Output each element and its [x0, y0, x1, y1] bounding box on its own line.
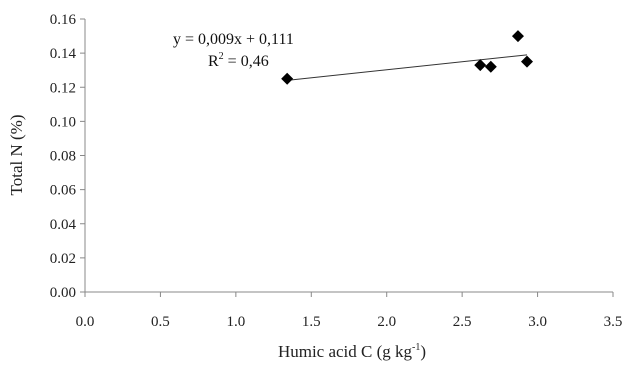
y-tick-label: 0.10 [50, 114, 76, 130]
x-tick-label: 1.5 [302, 314, 321, 330]
r2-superscript: 2 [219, 51, 224, 62]
data-point-diamond [511, 30, 524, 43]
x-tick-label: 3.0 [528, 314, 547, 330]
x-tick-label: 0.5 [151, 314, 170, 330]
y-tick-label: 0.12 [50, 80, 76, 96]
trendline [287, 54, 528, 81]
data-point-diamond [521, 55, 534, 68]
x-axis-title-sup: -1 [412, 342, 420, 353]
x-tick-label: 3.5 [604, 314, 623, 330]
x-tick-label: 2.0 [377, 314, 396, 330]
data-points [281, 30, 534, 85]
y-tick-label: 0.14 [50, 46, 77, 62]
data-point-diamond [484, 60, 497, 73]
x-tick-label: 1.0 [226, 314, 245, 330]
y-tick-label: 0.00 [50, 285, 76, 301]
y-ticks: 0.00 0.02 0.04 0.06 0.08 0.10 0.12 0.14 0.16 [50, 12, 85, 301]
y-tick-label: 0.06 [50, 183, 77, 199]
r2-value: = 0,46 [224, 53, 269, 70]
y-tick-label: 0.08 [50, 149, 76, 165]
r-squared-label: R2 = 0,46 [208, 51, 269, 70]
y-tick-label: 0.02 [50, 251, 76, 267]
x-axis-title: Humic acid C (g kg-1) [278, 342, 426, 361]
axes [84, 19, 613, 293]
x-tick-label: 0.0 [76, 314, 95, 330]
y-tick-label: 0.16 [50, 12, 77, 28]
regression-equation: y = 0,009x + 0,111 [173, 31, 294, 48]
y-axis-title: Total N (%) [7, 115, 26, 196]
x-axis-title-end: ) [420, 342, 426, 361]
data-point-diamond [474, 59, 487, 72]
y-tick-label: 0.04 [50, 217, 77, 233]
x-tick-label: 2.5 [453, 314, 472, 330]
x-axis-title-main: Humic acid C (g kg [278, 342, 413, 361]
x-ticks: 0.0 0.5 1.0 1.5 2.0 2.5 3.0 3.5 [76, 292, 623, 330]
r2-symbol: R [208, 53, 219, 70]
data-point-diamond [281, 72, 294, 85]
